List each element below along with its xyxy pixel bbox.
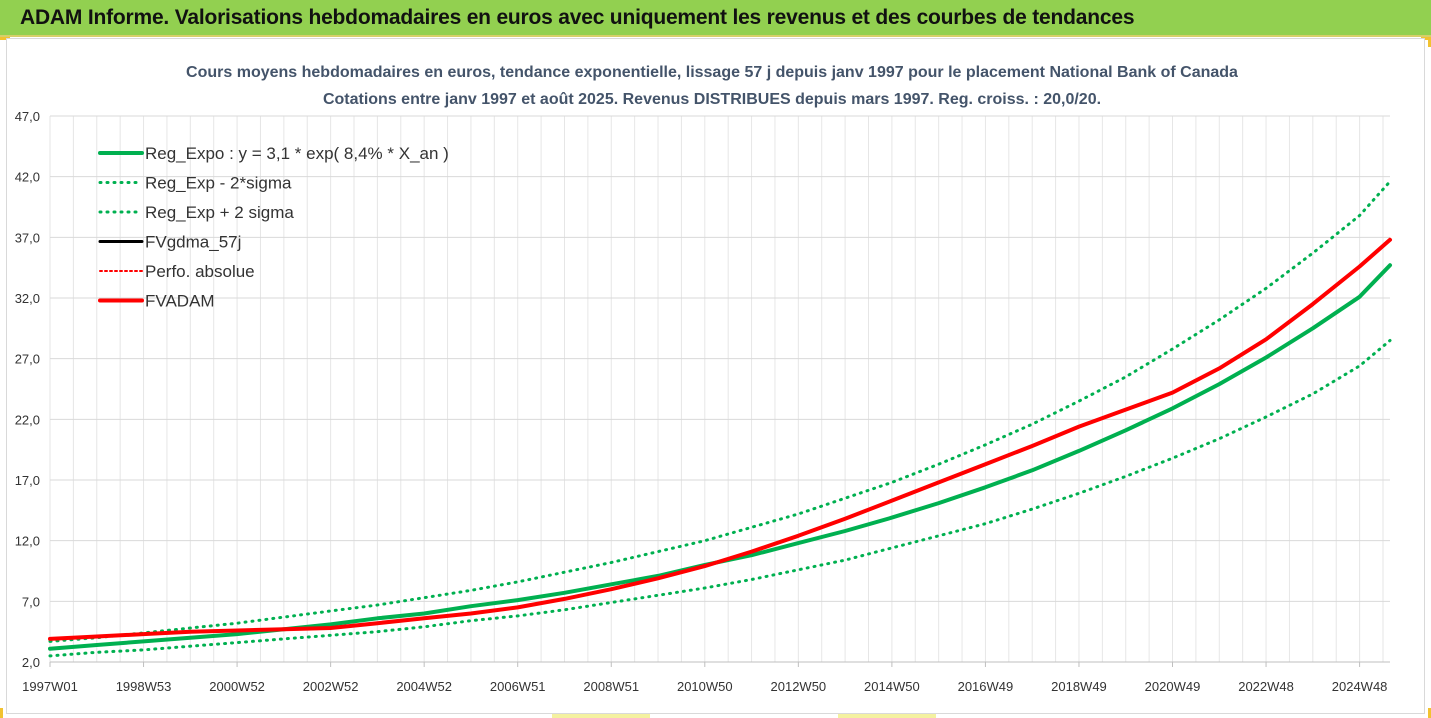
x-tick-label: 2022W48 bbox=[1238, 679, 1294, 694]
series-line bbox=[48, 237, 1392, 641]
x-tick-label: 1998W53 bbox=[116, 679, 172, 694]
chart-legend: Reg_Expo : y = 3,1 * exp( 8,4% * X_an ) R… bbox=[98, 144, 449, 311]
y-tick-label: 42,0 bbox=[15, 170, 40, 185]
y-axis: 2,0 7,0 12,0 17,0 22,0 27,0 32,0 37,0 42,0 47,0 bbox=[15, 109, 40, 670]
x-tick-label: 2016W49 bbox=[958, 679, 1014, 694]
corner-marker bbox=[0, 37, 10, 40]
sheet-tab-strip[interactable] bbox=[838, 714, 936, 718]
corner-marker bbox=[1421, 37, 1431, 40]
x-tick-label: 2006W51 bbox=[490, 679, 546, 694]
series-group bbox=[48, 180, 1392, 658]
legend-label: Reg_Exp + 2 sigma bbox=[145, 203, 294, 222]
x-tick-label: 2020W49 bbox=[1145, 679, 1201, 694]
corner-marker bbox=[1428, 708, 1431, 718]
series-line bbox=[48, 339, 1392, 658]
y-tick-label: 27,0 bbox=[15, 352, 40, 367]
y-tick-label: 2,0 bbox=[22, 655, 40, 670]
legend-label: Reg_Exp - 2*sigma bbox=[145, 174, 292, 193]
corner-marker bbox=[0, 708, 3, 718]
chart-grid bbox=[49, 115, 1390, 663]
y-tick-label: 22,0 bbox=[15, 412, 40, 427]
legend-label: FVADAM bbox=[145, 292, 215, 311]
y-tick-label: 32,0 bbox=[15, 291, 40, 306]
sheet-tab-strip[interactable] bbox=[552, 714, 650, 718]
x-axis: 1997W01 1998W53 2000W52 2002W52 2004W52 2006W… bbox=[22, 662, 1387, 694]
chart-title: Cours moyens hebdomadaires en euros, ten… bbox=[186, 64, 1238, 81]
x-tick-label: 2018W49 bbox=[1051, 679, 1107, 694]
report-title: ADAM Informe. Valorisations hebdomadaire… bbox=[20, 6, 1135, 29]
x-tick-label: 2000W52 bbox=[209, 679, 265, 694]
x-tick-label: 2004W52 bbox=[396, 679, 452, 694]
series-line bbox=[48, 238, 1392, 641]
x-tick-label: 2012W50 bbox=[771, 679, 827, 694]
y-tick-label: 37,0 bbox=[15, 230, 40, 245]
y-tick-label: 47,0 bbox=[15, 109, 40, 124]
x-tick-label: 2010W50 bbox=[677, 679, 733, 694]
report-banner: ADAM Informe. Valorisations hebdomadaire… bbox=[0, 0, 1431, 37]
series-line bbox=[48, 180, 1392, 643]
y-tick-label: 12,0 bbox=[15, 534, 40, 549]
x-tick-label: 2002W52 bbox=[303, 679, 359, 694]
x-tick-label: 2024W48 bbox=[1332, 679, 1388, 694]
y-tick-label: 17,0 bbox=[15, 473, 40, 488]
legend-label: Reg_Expo : y = 3,1 * exp( 8,4% * X_an ) bbox=[145, 144, 449, 163]
y-tick-label: 7,0 bbox=[22, 594, 40, 609]
legend-label: Perfo. absolue bbox=[145, 262, 255, 281]
series-line bbox=[49, 238, 1391, 640]
legend-label: FVgdma_57j bbox=[145, 233, 241, 252]
x-tick-label: 1997W01 bbox=[22, 679, 78, 694]
corner-marker bbox=[1428, 37, 1431, 47]
chart-subtitle: Cotations entre janv 1997 et août 2025. … bbox=[323, 91, 1101, 108]
series-line bbox=[48, 263, 1392, 651]
x-tick-label: 2008W51 bbox=[583, 679, 639, 694]
x-tick-label: 2014W50 bbox=[864, 679, 920, 694]
